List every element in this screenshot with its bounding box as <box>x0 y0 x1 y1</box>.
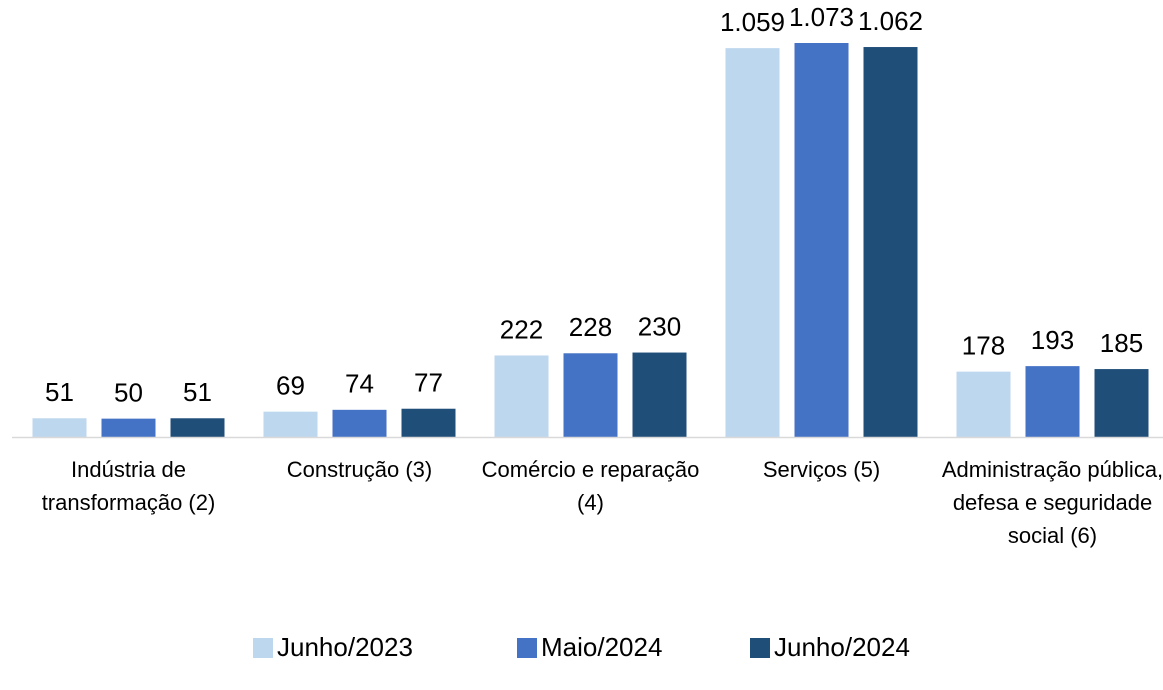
legend-label: Junho/2024 <box>774 632 910 662</box>
legend-swatch <box>517 638 537 658</box>
legend-swatch <box>750 638 770 658</box>
bar <box>956 371 1011 437</box>
bar <box>1025 366 1080 437</box>
data-label: 50 <box>114 378 143 408</box>
data-label: 222 <box>500 314 543 344</box>
data-label: 193 <box>1031 325 1074 355</box>
data-label: 51 <box>183 377 212 407</box>
x-tick-label: Administração pública, defesa e segurida… <box>941 457 1163 548</box>
bar <box>332 409 387 437</box>
bar <box>170 418 225 437</box>
bar <box>725 48 780 438</box>
bar <box>401 408 456 437</box>
bar <box>863 47 918 437</box>
legend-label: Junho/2023 <box>277 632 413 662</box>
data-label: 228 <box>569 312 612 342</box>
bar <box>101 418 156 437</box>
data-label: 230 <box>638 311 681 341</box>
legend-swatch <box>253 638 273 658</box>
bar <box>1094 369 1149 437</box>
data-label: 1.062 <box>858 6 923 36</box>
data-label: 51 <box>45 377 74 407</box>
data-label: 178 <box>962 331 1005 361</box>
data-label: 1.073 <box>789 2 854 32</box>
data-label: 1.059 <box>720 7 785 37</box>
data-label: 74 <box>345 369 374 399</box>
x-tick-label: Comércio e reparação (4) <box>481 457 700 515</box>
x-tick-label: Construção (3) <box>286 457 433 482</box>
bar <box>263 411 318 437</box>
bar <box>632 352 687 437</box>
bar <box>563 353 618 437</box>
data-label: 185 <box>1100 328 1143 358</box>
x-tick-label: Serviços (5) <box>762 457 881 482</box>
bar <box>32 418 87 437</box>
bar <box>794 43 849 437</box>
x-tick-label: Indústria de transformação (2) <box>41 457 216 515</box>
data-label: 77 <box>414 368 443 398</box>
legend-label: Maio/2024 <box>541 632 662 662</box>
data-label: 69 <box>276 371 305 401</box>
bar <box>494 355 549 437</box>
